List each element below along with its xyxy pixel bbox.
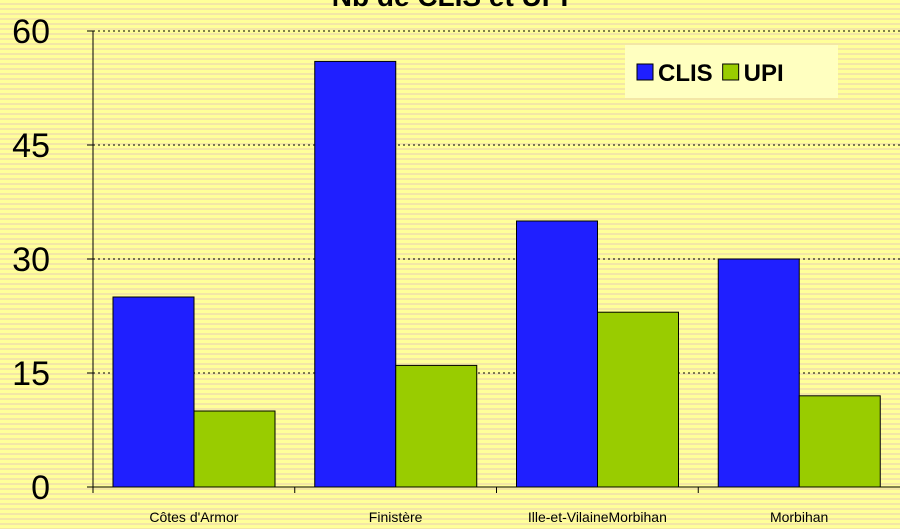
x-tick-label: Finistère	[369, 509, 423, 525]
chart-title: Nb de CLIS et UPI	[332, 0, 568, 12]
y-tick-label: 45	[12, 127, 50, 165]
bar	[314, 60, 397, 488]
bar	[798, 395, 881, 488]
bar	[395, 364, 478, 488]
bar	[112, 296, 195, 488]
legend: CLIS UPI	[625, 45, 838, 98]
legend-swatch	[722, 63, 740, 81]
y-tick-label: 30	[12, 241, 50, 279]
bar	[717, 258, 800, 488]
y-tick-label: 15	[12, 355, 50, 393]
x-tick-label: Côtes d'Armor	[149, 509, 238, 525]
legend-label: CLIS	[658, 60, 713, 87]
bar	[597, 311, 679, 488]
bar	[516, 220, 598, 488]
legend-swatch	[636, 63, 654, 81]
y-tick-label: 60	[12, 13, 50, 51]
x-tick-label: Ille-et-VilaineMorbihan	[528, 509, 667, 525]
bar	[193, 410, 276, 488]
legend-label: UPI	[744, 60, 784, 87]
x-tick-label: Morbihan	[770, 509, 828, 525]
y-tick-label: 0	[31, 469, 50, 507]
